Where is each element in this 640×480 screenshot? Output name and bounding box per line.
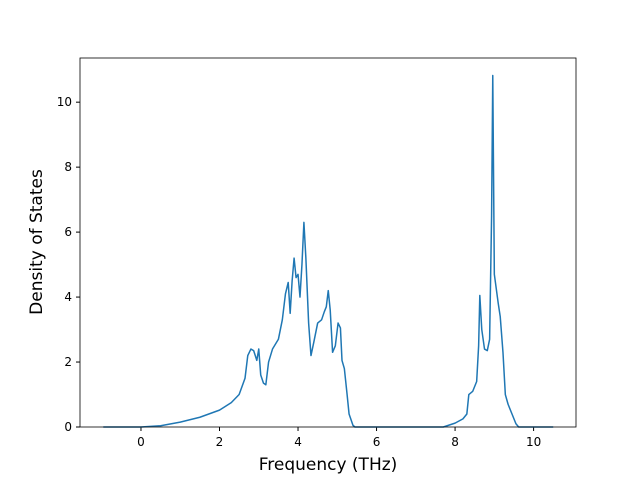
x-tick-label: 10	[526, 435, 541, 449]
y-tick-label: 0	[64, 420, 72, 434]
y-tick-label: 10	[57, 95, 72, 109]
x-axis-label: Frequency (THz)	[259, 455, 398, 475]
x-tick-label: 6	[373, 435, 381, 449]
x-tick-label: 0	[137, 435, 145, 449]
y-tick-label: 6	[64, 225, 72, 239]
y-axis-label: Density of States	[27, 169, 47, 315]
line	[103, 74, 554, 428]
y-tick-label: 8	[64, 160, 72, 174]
y-tick-label: 4	[64, 290, 72, 304]
x-tick-label: 2	[216, 435, 224, 449]
y-tick-label: 2	[64, 355, 72, 369]
plot-frame	[79, 57, 577, 428]
x-tick-label: 8	[451, 435, 459, 449]
x-tick-label: 4	[294, 435, 302, 449]
